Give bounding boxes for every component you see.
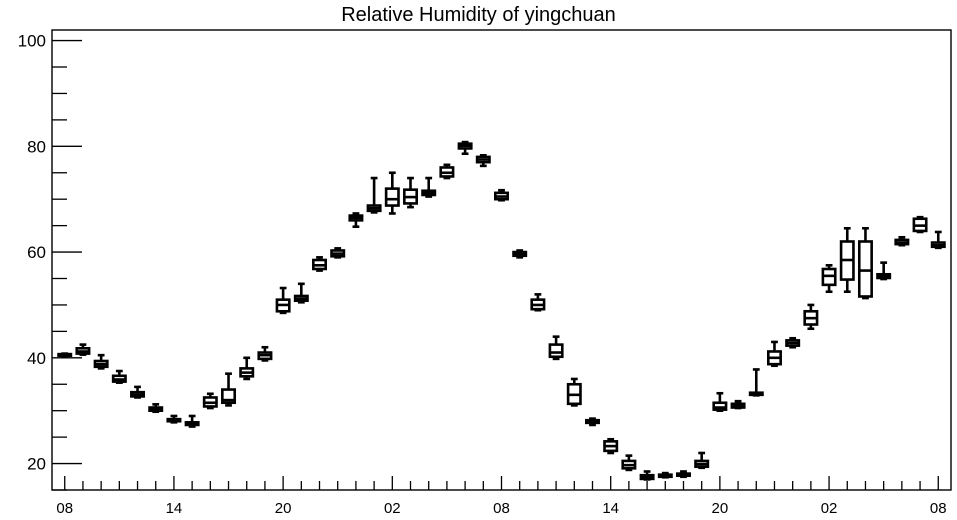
- x-axis: 08 14 20 02 08 14 20 02 08: [56, 476, 947, 517]
- box-plot: [148, 403, 164, 414]
- box-plot: [475, 154, 491, 168]
- box-plot: [293, 282, 309, 304]
- y-tick-label: 60: [27, 243, 46, 262]
- plot-frame: [51, 29, 952, 491]
- box-plot: [894, 235, 910, 247]
- box-plot: [548, 335, 564, 361]
- box-plot: [785, 336, 801, 349]
- x-tick-label: 08: [56, 500, 73, 517]
- box-plot: [694, 451, 710, 470]
- x-tick-label: 20: [712, 500, 729, 517]
- box-plot: [803, 303, 819, 331]
- x-tick-label: 14: [166, 500, 183, 517]
- box-plot: [675, 470, 691, 479]
- y-tick-label: 20: [27, 455, 46, 474]
- box-plot: [857, 226, 873, 300]
- box-series: [57, 140, 946, 481]
- box-iqr: [857, 240, 873, 298]
- box-plot: [748, 368, 764, 397]
- y-tick-label: 40: [27, 349, 46, 368]
- box-plot: [57, 352, 73, 358]
- box-plot: [184, 414, 200, 428]
- box-plot: [566, 377, 582, 407]
- box-plot: [130, 385, 146, 399]
- box-plot: [821, 263, 837, 294]
- x-tick-label: 20: [275, 500, 292, 517]
- box-iqr: [712, 401, 728, 411]
- x-tick-label: 02: [384, 500, 401, 517]
- box-plot: [239, 356, 255, 381]
- box-plot: [257, 345, 273, 362]
- box-plot: [621, 454, 637, 472]
- box-plot: [202, 392, 218, 410]
- box-plot: [166, 414, 182, 424]
- y-axis: 20 40 60 80 100: [18, 32, 82, 491]
- box-plot: [639, 470, 655, 481]
- box-plot: [657, 471, 673, 479]
- box-plot: [330, 247, 346, 259]
- box-plot: [93, 353, 109, 370]
- box-plot: [839, 226, 855, 294]
- box-plot: [421, 176, 437, 198]
- box-plot: [457, 140, 473, 156]
- box-plot: [876, 261, 892, 281]
- x-tick-label: 02: [821, 500, 838, 517]
- box-plot: [912, 215, 928, 234]
- box-plot: [512, 249, 528, 259]
- x-tick-label: 14: [602, 500, 619, 517]
- box-iqr: [548, 343, 564, 359]
- box-plot: [111, 369, 127, 384]
- box-plot: [403, 176, 418, 209]
- box-plot: [439, 163, 455, 180]
- box-plot: [530, 293, 546, 312]
- x-tick-label: 08: [493, 500, 510, 517]
- box-plot: [603, 437, 619, 455]
- box-plot: [75, 343, 91, 356]
- box-plot: [275, 286, 291, 315]
- x-tick-label: 08: [930, 500, 947, 517]
- y-tick-label: 100: [18, 32, 46, 51]
- box-plot: [766, 340, 782, 368]
- box-plot: [384, 171, 400, 215]
- box-plot: [221, 372, 237, 407]
- y-tick-label: 80: [27, 137, 46, 156]
- chart-title: Relative Humidity of yingchuan: [341, 4, 616, 26]
- box-plot: [494, 188, 509, 202]
- box-plot: [348, 212, 364, 228]
- box-plot: [930, 230, 946, 250]
- box-plot: [312, 256, 328, 272]
- box-plot: [730, 399, 746, 410]
- box-plot: [712, 391, 728, 412]
- box-plot: [585, 417, 600, 427]
- box-plot: [366, 176, 382, 214]
- box-iqr: [384, 187, 400, 207]
